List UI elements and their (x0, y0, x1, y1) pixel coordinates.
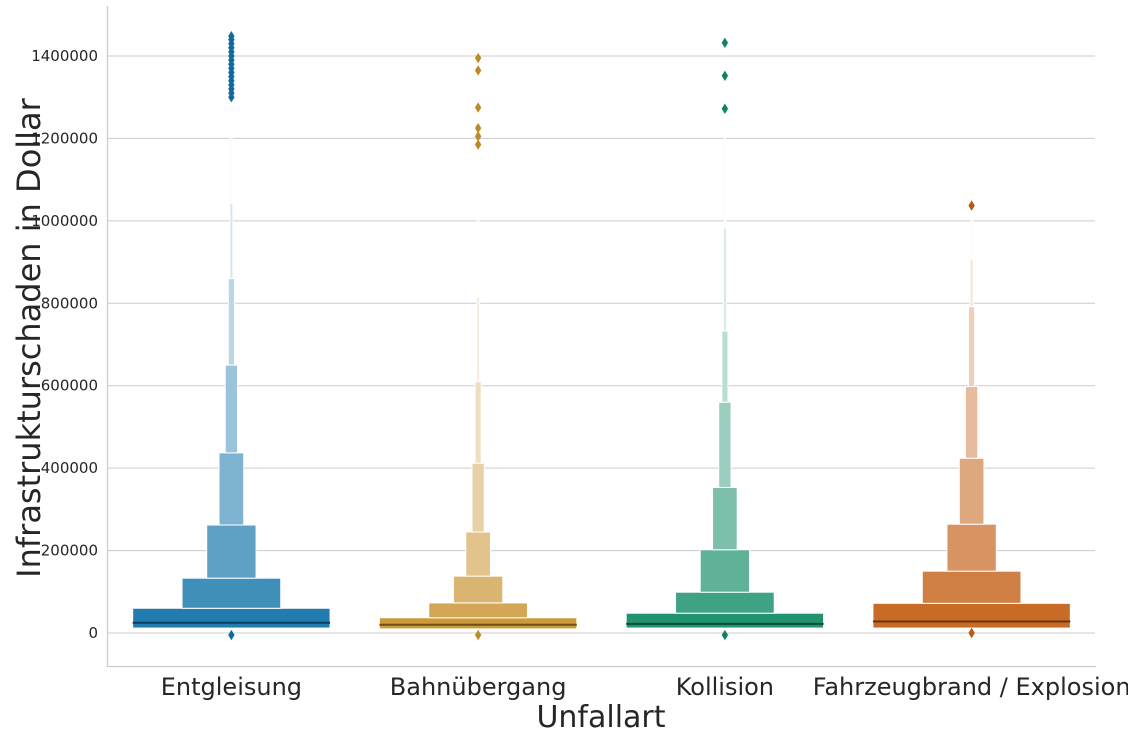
boxen-box (712, 487, 738, 551)
boxen-group (872, 200, 1071, 639)
boxen-box (471, 462, 485, 533)
boxen-box (872, 602, 1071, 629)
boxen-box (969, 259, 974, 308)
boxen-box (452, 575, 504, 604)
boxen-box (132, 607, 331, 629)
outlier-marker (474, 52, 482, 64)
outlier-marker (474, 629, 482, 641)
boxen-box (428, 602, 528, 619)
boxen-box (476, 220, 480, 298)
x-tick-label: Bahnübergang (390, 673, 567, 701)
boxen-box (721, 330, 729, 403)
boxen-box (625, 612, 825, 629)
plot-area (132, 31, 1071, 641)
x-tick-label: Fahrzeugbrand / Explosion (813, 673, 1128, 701)
y-tick-label: 400000 (41, 459, 98, 477)
boxen-box (946, 523, 997, 572)
outlier-marker (968, 200, 975, 211)
x-axis-ticks: Entgleisung Bahnübergang Kollision Fahrzeug… (161, 673, 1128, 701)
outlier-marker (721, 103, 729, 114)
boxen-box (474, 381, 482, 464)
boxen-box (218, 452, 245, 526)
y-axis-title: Infrastrukturschaden in Dollar (10, 97, 48, 577)
boxen-box (181, 577, 282, 609)
outlier-marker (474, 131, 482, 142)
y-tick-label: 0 (88, 624, 98, 642)
outlier-marker (721, 629, 729, 641)
boxen-box (378, 617, 578, 630)
x-tick-label: Kollision (676, 673, 774, 701)
boxen-box (699, 549, 751, 593)
boxen-group (132, 31, 331, 641)
boxen-box (476, 296, 481, 383)
outlier-marker (474, 65, 482, 76)
boxen-box (970, 220, 973, 261)
boxen-box (229, 202, 234, 280)
y-tick-label: 1000000 (31, 212, 98, 230)
outlier-marker (474, 139, 482, 150)
boxen-box (227, 278, 235, 366)
boxen-box (206, 524, 257, 579)
y-tick-label: 800000 (41, 294, 98, 312)
boxen-box (718, 401, 732, 489)
outlier-marker (474, 122, 482, 134)
boxen-box (230, 137, 233, 204)
boxen-box (465, 531, 491, 577)
y-tick-label: 200000 (41, 542, 98, 560)
outlier-marker (474, 102, 482, 113)
boxen-group (625, 37, 825, 641)
boxen-box (964, 386, 979, 459)
outlier-marker (968, 627, 975, 639)
y-tick-label: 1200000 (31, 129, 98, 147)
x-tick-label: Entgleisung (161, 673, 302, 701)
y-tick-label: 600000 (41, 377, 98, 395)
y-tick-label: 1400000 (31, 47, 98, 65)
y-axis-ticks: 0 200000 400000 600000 800000 1000000 1200000 1… (31, 47, 98, 642)
boxen-box (958, 457, 985, 525)
x-axis-title: Unfallart (536, 700, 665, 735)
outlier-marker (228, 629, 235, 641)
outlier-marker (721, 37, 729, 49)
boxen-box (723, 137, 727, 229)
boxen-box (921, 570, 1022, 604)
boxen-box (224, 364, 239, 454)
boxen-group (378, 52, 578, 641)
boxen-box (675, 591, 775, 614)
boxen-box (968, 306, 976, 388)
boxen-box (722, 227, 727, 332)
outlier-marker (721, 70, 729, 81)
y-gridlines (108, 55, 1095, 634)
outlier-marker (228, 31, 235, 42)
